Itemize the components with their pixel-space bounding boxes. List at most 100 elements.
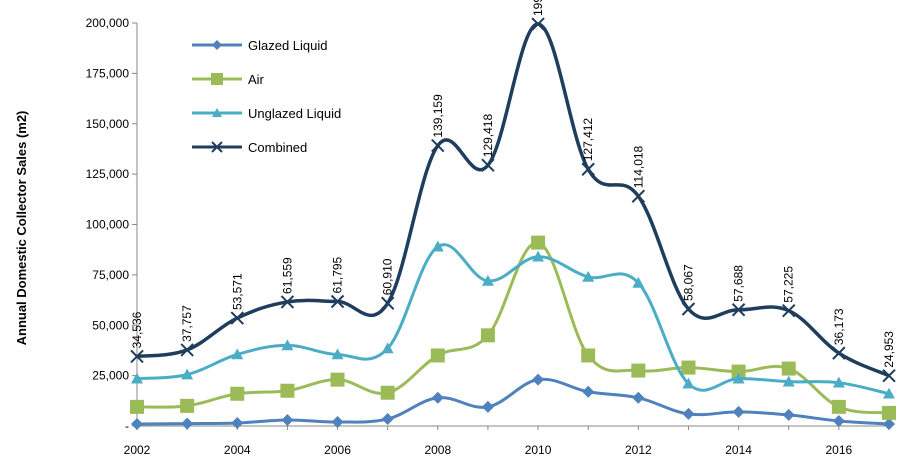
y-tick-label: 100,000 bbox=[86, 218, 130, 232]
data-label: 24,953 bbox=[882, 331, 896, 368]
data-point bbox=[130, 399, 144, 414]
legend-entry: Combined bbox=[192, 140, 307, 155]
series-group bbox=[130, 17, 896, 430]
data-label: 61,795 bbox=[331, 256, 345, 293]
data-point bbox=[581, 162, 595, 176]
legend-marker bbox=[211, 141, 223, 153]
y-tick-label: 50,000 bbox=[92, 318, 129, 332]
data-point bbox=[380, 385, 395, 400]
data-point bbox=[181, 417, 194, 430]
data-point bbox=[732, 405, 745, 418]
data-labels: 34,536 37,757 53,571 61,559 61,795 60,910 139,… bbox=[130, 0, 896, 368]
data-point bbox=[130, 349, 144, 364]
data-label: 57,688 bbox=[732, 265, 746, 302]
series-air bbox=[130, 235, 896, 420]
legend-label: Combined bbox=[248, 140, 307, 155]
y-tick-label: 125,000 bbox=[86, 167, 130, 181]
data-label: 36,173 bbox=[832, 308, 846, 345]
data-label: 60,910 bbox=[381, 258, 395, 295]
x-tick-label: 2014 bbox=[725, 443, 752, 457]
y-tick-label: 25,000 bbox=[92, 369, 129, 383]
legend: Glazed Liquid Air Unglazed Liquid Combined bbox=[192, 38, 341, 155]
y-axis-label-group: Annual Domestic Collector Sales (m2) bbox=[14, 111, 29, 346]
data-point bbox=[883, 417, 895, 430]
data-point bbox=[631, 189, 646, 203]
data-label: 139,159 bbox=[431, 94, 445, 138]
y-tick-label: 150,000 bbox=[86, 117, 130, 131]
data-point bbox=[381, 412, 394, 425]
data-point bbox=[380, 296, 395, 310]
data-point bbox=[882, 369, 896, 383]
y-axis-label: Annual Domestic Collector Sales (m2) bbox=[14, 111, 29, 346]
data-point bbox=[430, 348, 445, 363]
legend-entry: Unglazed Liquid bbox=[192, 106, 341, 121]
data-point bbox=[531, 17, 545, 31]
data-point bbox=[331, 348, 344, 360]
data-point bbox=[682, 377, 695, 389]
data-point bbox=[180, 398, 195, 413]
legend-label: Unglazed Liquid bbox=[248, 106, 341, 121]
data-point bbox=[230, 311, 244, 325]
x-ticks: 2002 2004 2006 2008 2010 2012 2014 2016 bbox=[124, 426, 890, 457]
data-point bbox=[431, 138, 445, 153]
data-point bbox=[532, 373, 545, 386]
data-point bbox=[681, 360, 696, 375]
data-label: 37,757 bbox=[180, 305, 194, 342]
data-point bbox=[831, 399, 846, 414]
data-point bbox=[632, 276, 645, 288]
data-label: 53,571 bbox=[230, 273, 244, 310]
data-point bbox=[131, 372, 143, 384]
data-label: 58,067 bbox=[681, 264, 695, 301]
data-point bbox=[280, 295, 295, 309]
data-point bbox=[181, 368, 194, 380]
data-point bbox=[732, 372, 745, 384]
data-label: 127,412 bbox=[581, 118, 595, 162]
y-ticks: - 25,000 50,000 75,000 100,000 125,000 150,000… bbox=[86, 16, 137, 433]
data-point bbox=[230, 386, 245, 401]
data-label: 129,418 bbox=[481, 114, 495, 158]
series-line bbox=[136, 377, 890, 426]
data-point bbox=[582, 385, 595, 398]
legend-marker bbox=[212, 40, 222, 50]
series-unglazed-liquid bbox=[131, 240, 895, 399]
data-point bbox=[731, 303, 746, 317]
data-point bbox=[330, 294, 345, 309]
data-point bbox=[381, 342, 394, 354]
data-point bbox=[431, 391, 444, 404]
data-point bbox=[281, 413, 294, 426]
data-label: 34,536 bbox=[130, 311, 144, 348]
data-point bbox=[481, 274, 494, 286]
data-point bbox=[280, 383, 295, 398]
data-point bbox=[582, 270, 595, 282]
series-line bbox=[136, 243, 890, 396]
y-tick-label: - bbox=[125, 419, 129, 433]
x-tick-label: 2016 bbox=[826, 443, 853, 457]
x-tick-label: 2012 bbox=[625, 443, 652, 457]
legend-label: Air bbox=[248, 72, 265, 87]
data-point bbox=[481, 158, 495, 172]
data-point bbox=[782, 375, 795, 387]
data-point bbox=[531, 235, 546, 250]
data-point bbox=[682, 407, 695, 420]
data-point bbox=[631, 363, 646, 378]
x-tick-label: 2004 bbox=[224, 443, 251, 457]
data-point bbox=[883, 387, 895, 399]
data-point bbox=[882, 405, 896, 420]
x-tick-label: 2010 bbox=[525, 443, 552, 457]
x-tick-label: 2006 bbox=[324, 443, 351, 457]
legend-entry: Glazed Liquid bbox=[192, 38, 328, 53]
data-point bbox=[481, 400, 494, 413]
data-point bbox=[330, 372, 345, 387]
data-point bbox=[832, 414, 845, 427]
data-point bbox=[231, 416, 244, 429]
legend-marker bbox=[211, 73, 223, 85]
series-combined bbox=[130, 17, 896, 383]
data-point bbox=[832, 376, 845, 388]
data-point bbox=[681, 302, 696, 316]
data-point bbox=[331, 415, 344, 428]
data-point bbox=[480, 328, 495, 343]
data-point bbox=[832, 346, 846, 360]
legend-marker bbox=[212, 108, 222, 117]
data-point bbox=[281, 339, 294, 351]
